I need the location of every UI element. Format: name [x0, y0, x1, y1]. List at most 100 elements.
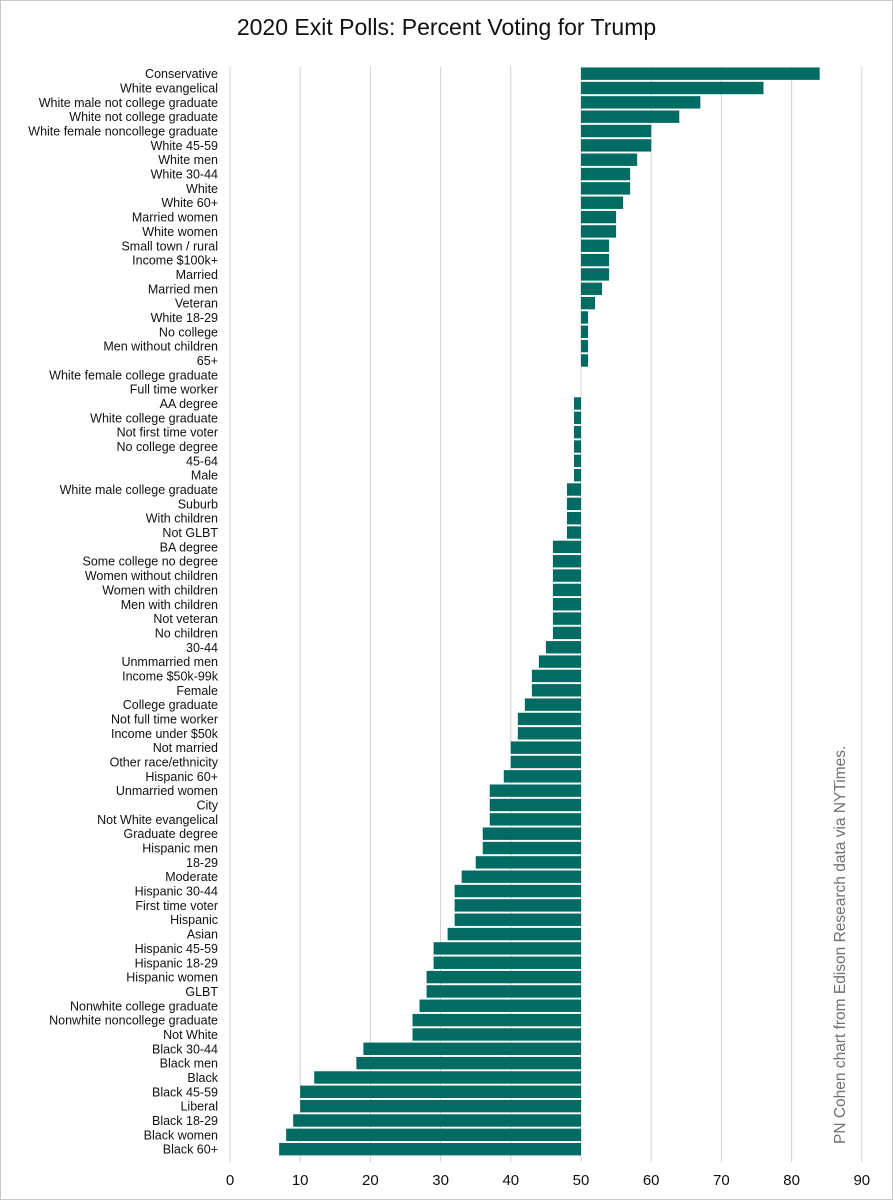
bar-74 [286, 1128, 581, 1142]
bar-31 [566, 512, 581, 525]
bar-38 [552, 612, 581, 625]
x-tick-label-4: 40 [502, 1172, 519, 1189]
bar-70 [314, 1071, 581, 1084]
bar-2 [581, 96, 701, 109]
category-label-65: Nonwhite college graduate [70, 999, 218, 1013]
category-label-53: Graduate degree [123, 827, 218, 841]
bar-12 [581, 239, 610, 252]
bar-27 [573, 454, 581, 468]
bar-25 [573, 425, 581, 439]
bar-37 [552, 598, 581, 611]
bar-66 [412, 1013, 581, 1027]
category-label-30: Suburb [178, 497, 218, 511]
category-label-13: Income $100k+ [132, 254, 218, 268]
bar-41 [538, 655, 581, 668]
bar-18 [581, 325, 589, 338]
bar-8 [581, 182, 631, 195]
bar-40 [545, 641, 581, 654]
category-label-33: BA degree [160, 540, 218, 554]
category-label-47: Not married [153, 741, 218, 755]
category-label-10: Married women [132, 211, 218, 225]
x-tick-label-0: 0 [226, 1172, 234, 1189]
category-label-70: Black [187, 1071, 218, 1085]
category-label-29: White male college graduate [60, 483, 218, 497]
category-label-58: First time voter [135, 899, 218, 913]
category-label-17: White 18-29 [151, 311, 218, 325]
bar-33 [552, 540, 581, 554]
x-tick-label-6: 60 [643, 1172, 660, 1189]
category-label-37: Men with children [121, 598, 218, 612]
bar-56 [461, 870, 581, 883]
category-label-12: Small town / rural [121, 239, 218, 253]
category-label-72: Liberal [180, 1100, 218, 1114]
bar-4 [581, 124, 652, 138]
category-label-21: White female college graduate [49, 368, 218, 382]
bar-13 [581, 253, 610, 267]
category-label-6: White men [158, 153, 218, 167]
category-label-61: Hispanic 45-59 [135, 942, 218, 956]
bar-55 [475, 856, 581, 869]
category-label-39: No children [155, 626, 218, 640]
x-tick-label-1: 10 [292, 1172, 309, 1189]
category-label-43: Female [176, 684, 218, 698]
category-label-22: Full time worker [130, 383, 218, 397]
category-label-16: Veteran [175, 297, 218, 311]
bar-26 [573, 440, 581, 453]
category-label-34: Some college no degree [82, 555, 218, 569]
source-credit: PN Cohen chart from Edison Research data… [832, 746, 849, 1144]
category-label-4: White female noncollege graduate [28, 125, 218, 139]
category-label-28: Male [191, 469, 218, 483]
category-label-46: Income under $50k [111, 727, 219, 741]
category-label-3: White not college graduate [69, 110, 218, 124]
bar-51 [489, 798, 581, 812]
bar-16 [581, 296, 596, 310]
x-tick-label-5: 50 [573, 1172, 590, 1189]
x-tick-label-8: 80 [783, 1172, 800, 1189]
bar-45 [517, 712, 581, 726]
bar-17 [581, 311, 589, 324]
category-label-14: Married [176, 268, 218, 282]
bar-28 [573, 468, 581, 482]
category-label-20: 65+ [197, 354, 218, 368]
category-label-9: White 60+ [161, 196, 218, 210]
category-label-44: College graduate [123, 698, 218, 712]
bar-5 [581, 139, 652, 152]
bar-53 [482, 827, 581, 840]
category-label-59: Hispanic [170, 913, 218, 927]
bar-32 [566, 526, 581, 539]
x-tick-label-9: 90 [853, 1172, 870, 1189]
bar-19 [581, 339, 589, 353]
category-label-75: Black 60+ [163, 1143, 218, 1157]
category-label-23: AA degree [160, 397, 218, 411]
bar-63 [426, 970, 581, 984]
category-label-42: Income $50k-99k [122, 669, 219, 683]
category-label-55: 18-29 [186, 856, 218, 870]
category-label-36: Women with children [102, 583, 218, 597]
bar-50 [489, 784, 581, 797]
category-label-68: Black 30-44 [152, 1042, 218, 1056]
category-label-64: GLBT [185, 985, 218, 999]
category-label-45: Not full time worker [111, 712, 218, 726]
category-label-51: City [196, 799, 218, 813]
bar-48 [510, 755, 581, 769]
bar-57 [454, 884, 581, 898]
bar-68 [363, 1042, 581, 1055]
category-label-40: 30-44 [186, 641, 218, 655]
bar-30 [566, 497, 581, 511]
gridlines [229, 66, 863, 1162]
category-label-67: Not White [163, 1028, 218, 1042]
bar-0 [581, 67, 820, 80]
category-label-48: Other race/ethnicity [110, 755, 219, 769]
bar-24 [573, 411, 581, 425]
category-label-41: Unmmarried men [121, 655, 218, 669]
bar-72 [300, 1099, 581, 1113]
bar-59 [454, 913, 581, 926]
bars [279, 67, 820, 1156]
category-label-60: Asian [187, 928, 218, 942]
category-label-32: Not GLBT [162, 526, 218, 540]
category-label-62: Hispanic 18-29 [135, 956, 218, 970]
bar-75 [279, 1142, 581, 1156]
bar-23 [573, 397, 581, 410]
bar-35 [552, 569, 581, 582]
